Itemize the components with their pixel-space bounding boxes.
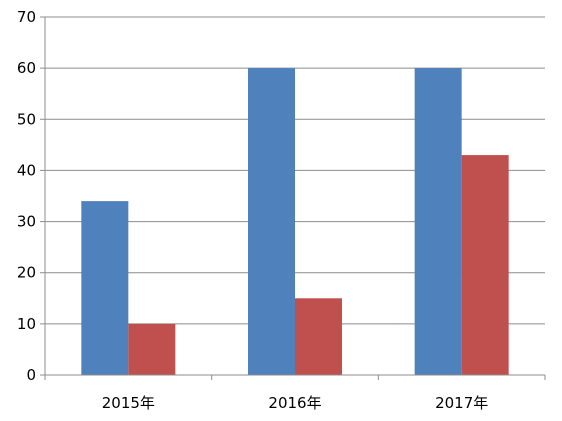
x-tick-label: 2017年 xyxy=(435,394,488,412)
y-axis-tick-labels: 0 10 20 30 40 50 60 70 xyxy=(17,8,36,384)
y-tick-label: 30 xyxy=(17,213,36,231)
y-tick-label: 60 xyxy=(17,59,36,77)
y-tick-label: 10 xyxy=(17,315,36,333)
bar-series-1-2017年 xyxy=(414,68,462,376)
y-tick-label: 0 xyxy=(26,366,36,384)
x-tick-label: 2016年 xyxy=(268,394,321,412)
y-tick-label: 50 xyxy=(17,110,36,128)
bars xyxy=(81,68,509,376)
x-axis-tick-labels: 2015年 2016年 2017年 xyxy=(102,394,489,412)
axes xyxy=(40,16,546,380)
bar-series-2-2017年 xyxy=(461,155,509,375)
y-tick-label: 20 xyxy=(17,264,36,282)
bar-series-2-2015年 xyxy=(128,323,176,375)
x-tick-label: 2015年 xyxy=(102,394,155,412)
bar-series-2-2016年 xyxy=(295,298,342,375)
bar-series-1-2015年 xyxy=(81,201,129,375)
bar-series-1-2016年 xyxy=(248,68,295,376)
y-tick-label: 40 xyxy=(17,161,36,179)
y-tick-label: 70 xyxy=(17,8,36,26)
